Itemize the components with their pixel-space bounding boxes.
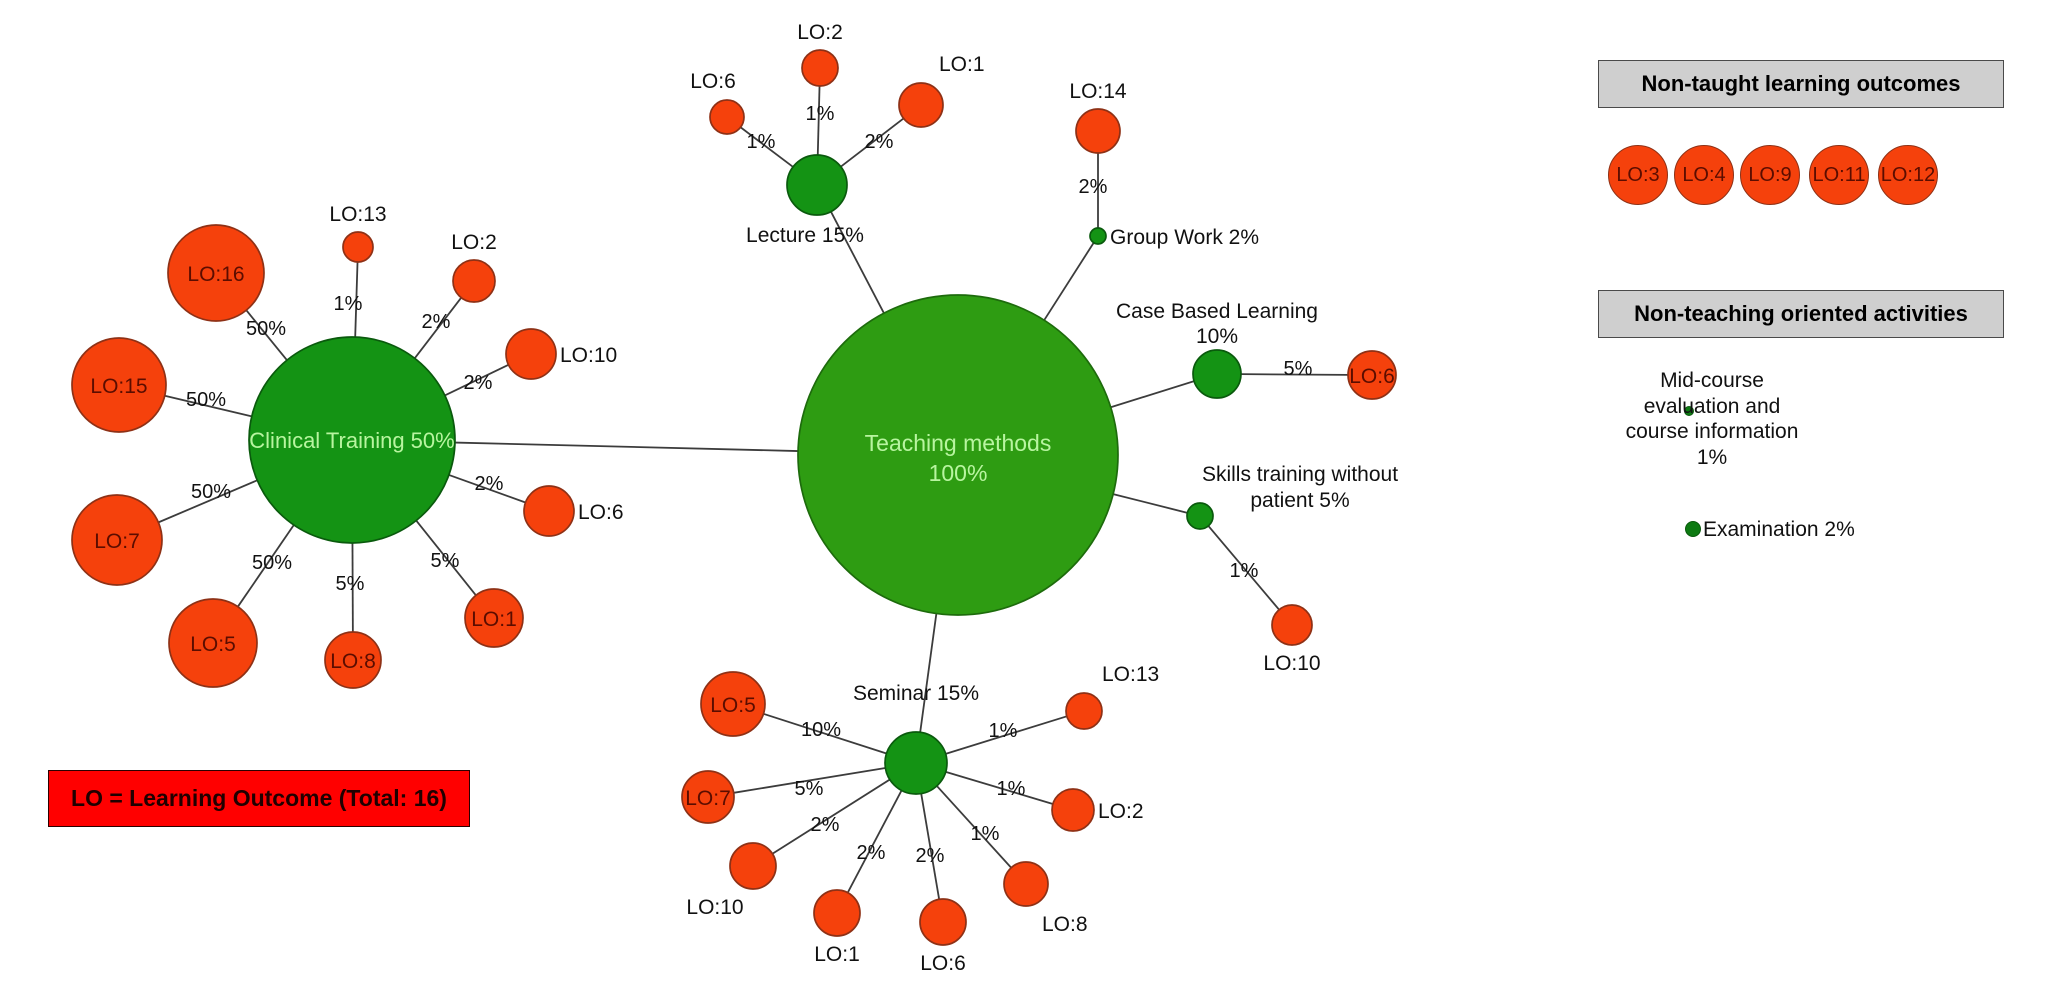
non-taught-lo-circle: LO:9 xyxy=(1740,145,1800,205)
edge-pct-label-10: 1% xyxy=(747,131,776,153)
outcome-label-st-lo10: LO:10 xyxy=(1263,652,1320,675)
non-taught-lo-circle: LO:3 xyxy=(1608,145,1668,205)
edge-pct-label-5: 5% xyxy=(431,550,460,572)
node-layer xyxy=(71,49,1397,946)
outcome-label-sem-lo5: LO:5 xyxy=(710,694,756,717)
method-label-seminar: Seminar 15% xyxy=(853,682,979,705)
edge-pct-label-7: 2% xyxy=(464,372,493,394)
outcome-label-ct-lo8: LO:8 xyxy=(330,650,376,673)
edge-pct-label-11: 1% xyxy=(806,103,835,125)
edge-pct-label-22: 1% xyxy=(997,778,1026,800)
method-label-clinical-training: Clinical Training 50% xyxy=(249,428,454,453)
outcome-label-ct-lo7: LO:7 xyxy=(94,530,140,553)
mid-course-evaluation-line-2: course information xyxy=(1625,420,1799,444)
edge-pct-label-9: 1% xyxy=(334,293,363,315)
edge-pct-label-0: 50% xyxy=(246,318,286,340)
outcome-label-ct-lo6: LO:6 xyxy=(578,501,624,524)
method-label-lecture: Lecture 15% xyxy=(746,224,864,247)
outcome-label-sem-lo2: LO:2 xyxy=(1098,800,1144,823)
edge-pct-label-6: 2% xyxy=(475,473,504,495)
edge-label-layer: 50% 50% 50% 50% 5% 5% 2% 2% 2% 1% 1% 1% 2% 2% 5% 1% 10% 5… xyxy=(186,103,1313,867)
mid-course-evaluation-dot xyxy=(1684,406,1694,416)
outcome-label-lec-lo1: LO:1 xyxy=(939,53,985,76)
examination-dot xyxy=(1685,521,1701,537)
method-label-skills-training-without-patient-value: patient 5% xyxy=(1250,489,1349,512)
non-taught-lo-circle: LO:4 xyxy=(1674,145,1734,205)
edge-pct-label-19: 2% xyxy=(857,842,886,864)
edge-pct-label-1: 50% xyxy=(186,389,226,411)
edge-pct-label-12: 2% xyxy=(865,131,894,153)
outcome-label-sem-lo6: LO:6 xyxy=(920,952,966,975)
method-label-group-work: Group Work 2% xyxy=(1110,226,1259,249)
center-node-label: Teaching methods xyxy=(865,430,1052,456)
mid-course-evaluation-line-3: 1% xyxy=(1696,445,1728,469)
outcome-label-ct-lo2: LO:2 xyxy=(451,231,497,254)
method-label-skills-training-without-patient: Skills training without xyxy=(1202,463,1398,486)
outcome-label-ct-lo16: LO:16 xyxy=(187,263,244,286)
non-taught-lo-label: LO:3 xyxy=(1616,163,1660,186)
mid-course-evaluation-label: Mid-course evaluation and course informati… xyxy=(1602,368,1822,470)
non-taught-lo-label: LO:4 xyxy=(1682,163,1726,186)
edge-pct-label-14: 5% xyxy=(1284,358,1313,380)
lo-key-legend: LO = Learning Outcome (Total: 16) xyxy=(48,770,470,827)
edge-pct-label-16: 10% xyxy=(801,719,841,741)
edge-pct-label-4: 5% xyxy=(336,573,365,595)
method-label-case-based-learning-value: 10% xyxy=(1196,325,1238,348)
examination-label: Examination 2% xyxy=(1703,517,1855,543)
outcome-label-ct-lo1: LO:1 xyxy=(471,608,517,631)
edge-pct-label-3: 50% xyxy=(252,552,292,574)
edge-pct-label-2: 50% xyxy=(191,481,231,503)
outcome-label-ct-lo10: LO:10 xyxy=(560,344,617,367)
edge-pct-label-15: 1% xyxy=(1230,560,1259,582)
edge-pct-label-17: 5% xyxy=(795,778,824,800)
outcome-label-sem-lo8: LO:8 xyxy=(1042,913,1088,936)
non-teaching-legend-title: Non-teaching oriented activities xyxy=(1634,301,1968,326)
outcome-label-sem-lo13: LO:13 xyxy=(1102,663,1159,686)
outcome-label-gw-lo14: LO:14 xyxy=(1069,80,1127,103)
mid-course-evaluation-line-0: Mid-course xyxy=(1660,369,1764,392)
node-label-layer: Teaching methods 100% Clinical Training 50… xyxy=(90,21,1398,975)
edge-pct-label-23: 1% xyxy=(989,720,1018,742)
outcome-label-cbl-lo6: LO:6 xyxy=(1349,365,1395,388)
outcome-label-sem-lo7: LO:7 xyxy=(685,787,731,810)
outcome-label-sem-lo10: LO:10 xyxy=(686,896,743,919)
edge-pct-label-21: 1% xyxy=(971,823,1000,845)
mid-course-evaluation-line-1: evaluation and xyxy=(1643,394,1781,418)
outcome-label-sem-lo1: LO:1 xyxy=(814,943,860,966)
non-taught-lo-label: LO:11 xyxy=(1812,163,1866,186)
edge-pct-label-13: 2% xyxy=(1079,176,1108,198)
method-label-case-based-learning: Case Based Learning xyxy=(1116,300,1318,323)
non-taught-lo-circle: LO:12 xyxy=(1878,145,1938,205)
outcome-label-ct-lo15: LO:15 xyxy=(90,375,147,398)
edge-pct-label-18: 2% xyxy=(811,814,840,836)
non-teaching-legend-title-box: Non-teaching oriented activities xyxy=(1598,290,2004,338)
outcome-label-ct-lo13: LO:13 xyxy=(329,203,386,226)
non-taught-lo-label: LO:9 xyxy=(1748,163,1792,186)
lo-key-text: LO = Learning Outcome (Total: 16) xyxy=(71,785,447,811)
outcome-label-lec-lo6: LO:6 xyxy=(690,70,736,93)
non-taught-lo-label: LO:12 xyxy=(1880,163,1936,186)
non-taught-legend-title-box: Non-taught learning outcomes xyxy=(1598,60,2004,108)
outcome-label-ct-lo5: LO:5 xyxy=(190,633,236,656)
outcome-label-lec-lo2: LO:2 xyxy=(797,21,843,44)
non-taught-legend-title: Non-taught learning outcomes xyxy=(1641,71,1961,96)
edge-layer xyxy=(158,85,1349,900)
edge-pct-label-8: 2% xyxy=(422,311,451,333)
edge-pct-label-20: 2% xyxy=(916,845,945,867)
non-taught-lo-circle: LO:11 xyxy=(1809,145,1869,205)
examination-line-0: Examination 2% xyxy=(1703,518,1855,541)
center-node-value: 100% xyxy=(929,460,988,486)
